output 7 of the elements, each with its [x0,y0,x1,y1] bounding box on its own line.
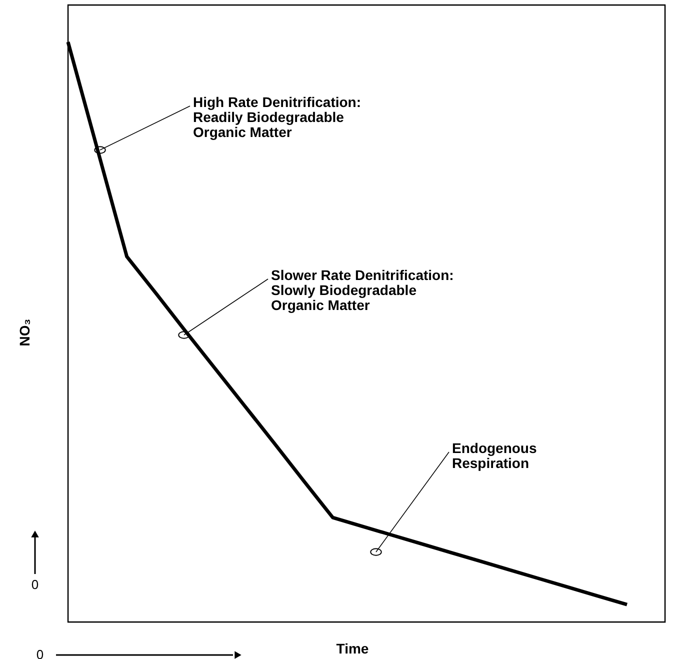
annotation: Endogenous Respiration [452,440,537,471]
annotation: High Rate Denitrification: Readily Biodegradable Organic Matter [193,94,362,140]
text: 0 [36,647,44,659]
x-axis-title: Time [336,640,369,656]
y-axis-title: NO₃ [16,318,32,346]
text: 0 [31,577,39,592]
annotation: Slower Rate Denitrification: Slowly Biodegradable Organic Matter [271,267,454,313]
